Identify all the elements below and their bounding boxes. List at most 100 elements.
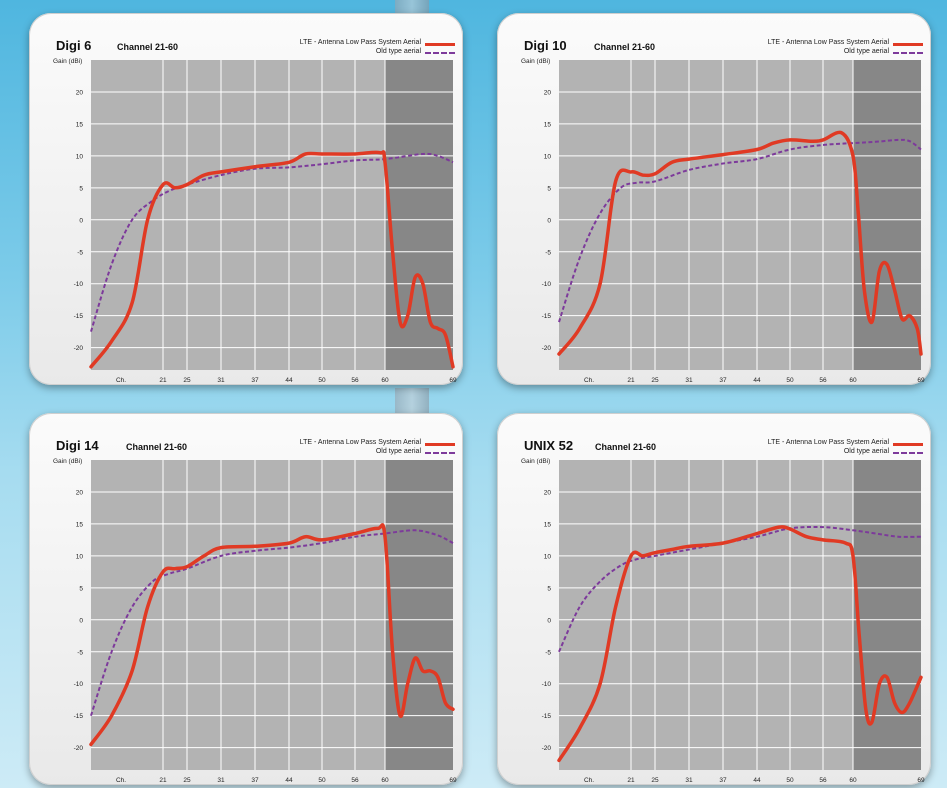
- x-tick-label: 69: [449, 777, 457, 784]
- y-tick-label: 15: [76, 521, 84, 528]
- x-tick-label: 56: [351, 377, 359, 384]
- x-tick-label: Ch.: [584, 777, 594, 784]
- y-tick-label: 5: [79, 585, 83, 592]
- legend-old-swatch: [893, 452, 923, 454]
- y-tick-label: 0: [547, 217, 551, 224]
- chart-title: Digi 14: [56, 438, 99, 453]
- x-tick-label: 21: [159, 777, 167, 784]
- x-tick-label: 56: [819, 377, 827, 384]
- y-tick-label: 20: [544, 489, 552, 496]
- chart-channel-label: Channel 21-60: [126, 442, 188, 452]
- x-tick-label: 44: [285, 777, 293, 784]
- y-tick-label: -20: [542, 745, 552, 752]
- x-tick-label: 37: [719, 777, 727, 784]
- chart-channel-label: Channel 21-60: [595, 442, 657, 452]
- x-tick-label: 25: [183, 377, 191, 384]
- y-tick-label: -15: [74, 713, 84, 720]
- x-tick-label: 44: [753, 777, 761, 784]
- x-tick-label: 37: [251, 777, 259, 784]
- y-tick-label: -15: [74, 313, 84, 320]
- x-tick-label: Ch.: [584, 377, 594, 384]
- y-axis-label: Gain (dBi): [521, 458, 551, 465]
- chart-panel: Digi 10 Channel 21-60 LTE - Antenna Low Pa…: [497, 13, 931, 385]
- chart-channel-label: Channel 21-60: [594, 42, 656, 52]
- x-tick-label: 50: [786, 377, 794, 384]
- chart-channel-label: Channel 21-60: [117, 42, 179, 52]
- chart-panel: UNIX 52 Channel 21-60 LTE - Antenna Low Pa…: [497, 413, 931, 785]
- y-tick-label: -10: [542, 281, 552, 288]
- x-tick-label: 56: [819, 777, 827, 784]
- x-tick-label: 21: [159, 377, 167, 384]
- legend-new-label: LTE - Antenna Low Pass System Aerial: [299, 39, 421, 46]
- series-lte-aerial: [89, 150, 455, 369]
- chart-panel: Digi 14 Channel 21-60 LTE - Antenna Low Pa…: [29, 413, 463, 785]
- series-lte-aerial: [557, 130, 923, 356]
- series-old-type-aerial: [90, 529, 454, 717]
- y-tick-label: 10: [76, 553, 84, 560]
- filtered-band: [853, 60, 921, 370]
- y-tick-label: 15: [544, 121, 552, 128]
- y-axis-label: Gain (dBi): [53, 58, 83, 65]
- y-tick-label: -15: [542, 313, 552, 320]
- y-tick-label: 5: [547, 585, 551, 592]
- y-tick-label: 5: [547, 185, 551, 192]
- background-tower-lower: [395, 388, 429, 414]
- x-tick-label: 50: [318, 377, 326, 384]
- legend-old-label: Old type aerial: [843, 448, 889, 455]
- x-tick-label: 56: [351, 777, 359, 784]
- x-tick-label: 60: [381, 777, 389, 784]
- legend-new-swatch: [425, 443, 455, 446]
- y-tick-label: -20: [542, 345, 552, 352]
- legend-old-swatch: [425, 452, 455, 454]
- legend-old-label: Old type aerial: [375, 48, 421, 55]
- filtered-band: [385, 60, 453, 370]
- y-tick-label: 15: [544, 521, 552, 528]
- y-tick-label: 10: [544, 153, 552, 160]
- series-old-type-aerial: [558, 138, 922, 323]
- x-tick-label: 31: [685, 377, 693, 384]
- x-tick-label: 60: [381, 377, 389, 384]
- x-tick-label: 44: [285, 377, 293, 384]
- x-tick-label: 37: [719, 377, 727, 384]
- x-tick-label: 50: [786, 777, 794, 784]
- y-tick-label: -20: [74, 345, 84, 352]
- series-lte-aerial: [89, 523, 455, 747]
- y-tick-label: 10: [544, 553, 552, 560]
- y-tick-label: -5: [77, 649, 83, 656]
- x-tick-label: 31: [217, 377, 225, 384]
- chart-title: Digi 10: [524, 38, 567, 53]
- y-tick-label: 20: [544, 89, 552, 96]
- x-tick-label: 69: [917, 777, 925, 784]
- y-tick-label: -10: [74, 281, 84, 288]
- y-tick-label: 0: [79, 617, 83, 624]
- x-tick-label: 50: [318, 777, 326, 784]
- legend-new-swatch: [893, 43, 923, 46]
- filtered-band: [853, 460, 921, 770]
- y-tick-label: -20: [74, 745, 84, 752]
- y-tick-label: 5: [79, 185, 83, 192]
- y-tick-label: -5: [545, 649, 551, 656]
- legend-old-swatch: [425, 52, 455, 54]
- x-tick-label: 21: [627, 377, 635, 384]
- x-tick-label: 69: [449, 377, 457, 384]
- x-tick-label: 31: [217, 777, 225, 784]
- legend-new-label: LTE - Antenna Low Pass System Aerial: [767, 439, 889, 446]
- x-tick-label: 21: [627, 777, 635, 784]
- y-axis-label: Gain (dBi): [521, 58, 551, 65]
- y-axis-label: Gain (dBi): [53, 458, 83, 465]
- x-tick-label: 37: [251, 377, 259, 384]
- legend-old-swatch: [893, 52, 923, 54]
- chart-title: UNIX 52: [524, 438, 574, 453]
- y-tick-label: -5: [77, 249, 83, 256]
- legend-old-label: Old type aerial: [375, 448, 421, 455]
- legend-new-label: LTE - Antenna Low Pass System Aerial: [767, 39, 889, 46]
- filtered-band: [385, 460, 453, 770]
- background-tower: [395, 0, 429, 14]
- y-tick-label: 15: [76, 121, 84, 128]
- legend-new-swatch: [425, 43, 455, 46]
- y-tick-label: 0: [547, 617, 551, 624]
- y-tick-label: -10: [74, 681, 84, 688]
